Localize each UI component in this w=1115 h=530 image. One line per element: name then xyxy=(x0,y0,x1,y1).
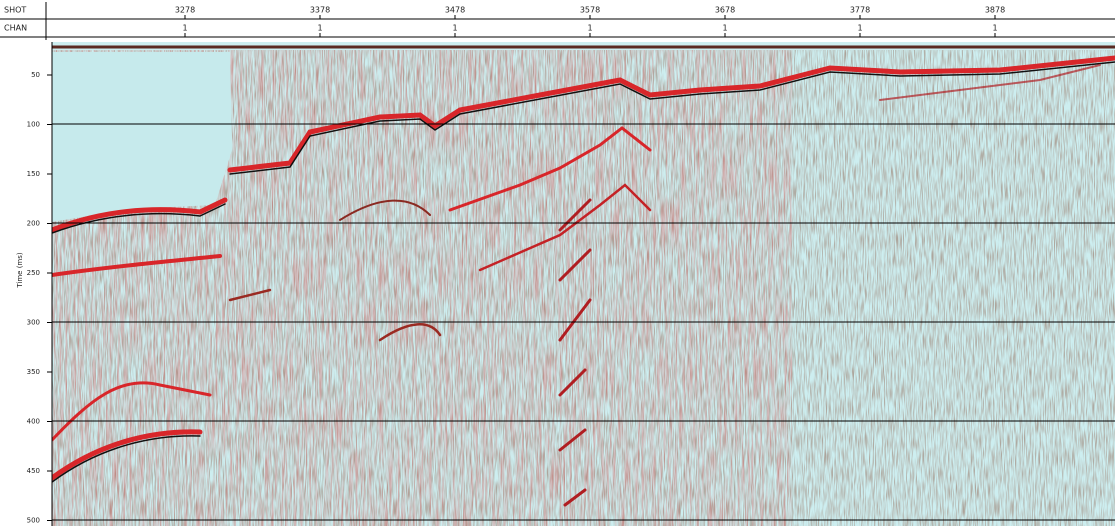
y-tick-label: 450 xyxy=(27,467,40,475)
y-axis-label: Time (ms) xyxy=(16,252,24,289)
y-tick-label: 200 xyxy=(27,220,40,228)
y-tick-label: 150 xyxy=(27,170,40,178)
y-tick-label: 100 xyxy=(27,121,40,129)
chan-number: 1 xyxy=(452,24,457,33)
shot-number: 3678 xyxy=(715,6,735,15)
shot-number: 3878 xyxy=(985,6,1005,15)
chan-number: 1 xyxy=(992,24,997,33)
shot-number: 3778 xyxy=(850,6,870,15)
seismic-section-view: SHOT CHAN 3278 1 3378 1 3478 1 3578 1 3678 1 3778 1… xyxy=(0,0,1115,526)
shot-label: SHOT xyxy=(4,6,26,15)
chan-number: 1 xyxy=(317,24,322,33)
shot-number: 3378 xyxy=(310,6,330,15)
shot-number: 3278 xyxy=(175,6,195,15)
seismic-image xyxy=(52,42,1115,526)
chan-label: CHAN xyxy=(4,24,27,33)
y-tick-label: 500 xyxy=(27,517,40,525)
chan-number: 1 xyxy=(182,24,187,33)
y-tick-label: 300 xyxy=(27,319,40,327)
chan-number: 1 xyxy=(857,24,862,33)
y-tick-label: 350 xyxy=(27,368,40,376)
y-tick-label: 400 xyxy=(27,418,40,426)
y-tick-label: 250 xyxy=(27,269,40,277)
chan-number: 1 xyxy=(587,24,592,33)
y-tick-label: 50 xyxy=(31,71,40,79)
shot-labels: 3278 1 3378 1 3478 1 3578 1 3678 1 3778 1 3878 1 xyxy=(175,6,1005,38)
y-ticks: 50 100 150 200 250 300 350 400 450 500 xyxy=(27,71,52,525)
shot-number: 3578 xyxy=(580,6,600,15)
header: SHOT CHAN 3278 1 3378 1 3478 1 3578 1 3678 1 3778 1… xyxy=(0,2,1115,40)
shot-number: 3478 xyxy=(445,6,465,15)
chan-number: 1 xyxy=(722,24,727,33)
